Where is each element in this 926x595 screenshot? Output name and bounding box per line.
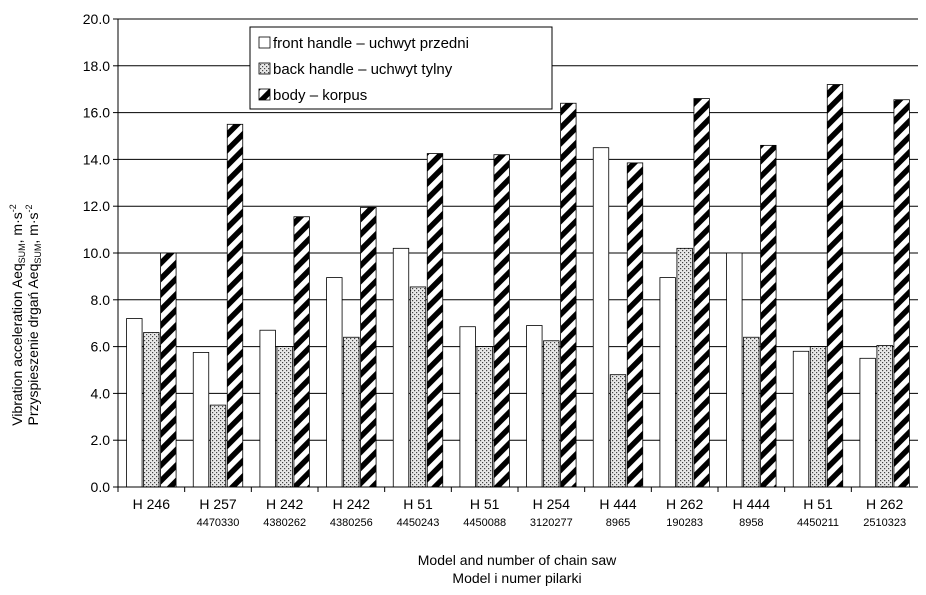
y-tick-label: 2.0 [91,432,111,448]
y-tick-label: 18.0 [83,58,110,74]
bar-dots [876,345,893,488]
x-tick-label-model: H 246 [133,496,171,512]
y-tick-label: 14.0 [83,151,110,167]
x-tick-label-number: 3120277 [530,517,573,529]
bar-white [792,350,810,488]
bar-white [259,329,276,488]
x-tick-label-model: H 51 [803,496,833,512]
x-axis-ticks: H 246 H 257 4470330 H 242 4380262 H 242 438025… [117,487,906,529]
bar-dots [543,340,560,488]
x-tick-label-model: H 242 [266,496,304,512]
legend: front handle – uchwyt przedni back handle… [249,26,553,110]
bar-dots [809,346,827,488]
bar-diagonal-stripes [426,153,444,488]
x-tick-label-number: 4380256 [330,517,373,529]
bar-diagonal-stripes [693,98,710,488]
bar-diagonal-stripes [560,102,577,488]
bar-diagonal-stripes [893,99,910,488]
x-tick-label-model: H 257 [199,496,237,512]
bar-diagonal-stripes [493,154,510,488]
bar-white [192,352,210,488]
x-tick-label-number: 4380262 [263,517,306,529]
bar-dots [409,286,427,488]
x-tick-label-model: H 51 [403,496,433,512]
y-tick-label: 6.0 [91,339,111,355]
legend-swatch-dots [258,62,271,75]
bar-dots [209,404,227,488]
x-tick-label-model: H 444 [733,496,771,512]
bar-diagonal-stripes [826,84,844,488]
bar-diagonal-stripes [226,123,244,488]
bar-white [859,357,876,488]
x-tick-label-number: 8958 [739,517,763,529]
x-tick-label-number: 2510323 [863,517,906,529]
x-tick-label-number: 8965 [606,517,630,529]
y-tick-label: 0.0 [91,479,111,495]
x-tick-label-model: H 254 [533,496,571,512]
bars [126,84,910,488]
legend-box [249,26,553,110]
bar-white [126,318,143,488]
x-tick-label-number: 4470330 [197,517,240,529]
legend-swatch-diagonal-stripes [258,88,271,101]
bar-white [392,247,410,488]
bar-white [459,326,476,488]
legend-label: body – korpus [273,87,367,104]
bar-diagonal-stripes [760,144,777,488]
bar-white [592,147,610,488]
x-tick-label-model: H 262 [866,496,904,512]
x-tick-label-model: H 242 [333,496,371,512]
y-tick-label: 16.0 [83,105,110,121]
y-tick-label: 12.0 [83,198,110,214]
x-axis-label-line2: Model i numer pilarki [452,570,581,586]
x-axis-label-line1: Model and number of chain saw [418,552,617,568]
bar-dots [476,346,493,488]
bar-white [526,325,543,488]
bar-diagonal-stripes [360,206,377,488]
bar-white [659,277,676,488]
bar-white [726,252,743,488]
x-tick-label-model: H 262 [666,496,704,512]
x-tick-label-number: 190283 [666,517,703,529]
y-tick-label: 20.0 [83,11,110,27]
y-axis-label: Vibration acceleration AeqSUM, m·s-2 Prz… [8,204,43,426]
y-tick-label: 8.0 [91,292,111,308]
legend-label: back handle – uchwyt tylny [273,61,453,78]
bar-dots [743,336,760,488]
x-tick-label-number: 4450243 [397,517,440,529]
bar-diagonal-stripes [293,216,310,488]
x-tick-label-model: H 51 [470,496,500,512]
bar-dots [676,247,693,488]
y-axis-label-line2: Przyspieszenie drgań AeqSUM, m·s-2 [24,205,43,426]
bar-dots [343,336,360,488]
y-tick-label: 4.0 [91,385,111,401]
y-tick-label: 10.0 [83,245,110,261]
legend-label: front handle – uchwyt przedni [273,35,469,52]
y-axis-ticks: 0.0 2.0 4.0 6.0 8.0 10.0 12.0 14.0 16.0 18.0 20.0 [83,11,118,495]
bar-dots [609,374,627,488]
x-tick-label-number: 4450211 [797,517,839,529]
bar-dots [276,346,293,488]
y-axis-label-line1: Vibration acceleration AeqSUM, m·s-2 [8,204,27,426]
bar-diagonal-stripes [160,252,177,488]
bar-dots [143,332,160,488]
legend-swatch-white [258,36,271,49]
x-tick-label-number: 4450088 [463,517,506,529]
bar-diagonal-stripes [626,162,644,488]
bar-white [326,277,343,488]
x-tick-label-model: H 444 [599,496,637,512]
